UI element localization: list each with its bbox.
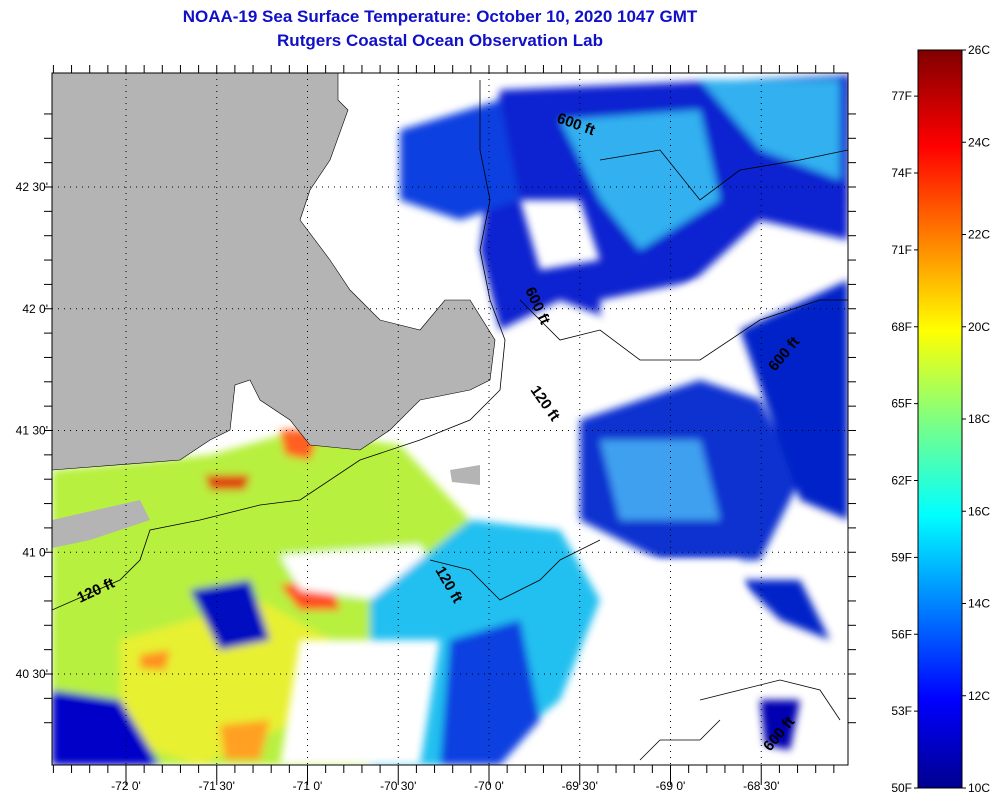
longitude-label: -68 30' [743,779,779,793]
longitude-label: -70 0' [474,779,504,793]
colorbar-f-label: 50F [891,781,912,795]
graticule [52,73,848,765]
latitude-label: 41 0' [22,545,48,559]
longitude-label: -70 30' [380,779,416,793]
colorbar-f-label: 71F [891,243,912,257]
map-title: NOAA-19 Sea Surface Temperature: October… [182,7,698,26]
colorbar-f-label: 59F [891,550,912,564]
colorbar-c-label: 10C [968,781,990,795]
longitude-label: -71 0' [293,779,323,793]
colorbar-f-label: 62F [891,474,912,488]
land-mass [52,73,496,471]
latitude-labels: 42 30' 42 0' 41 30' 41 0' 40 30' [16,180,48,681]
axis-ticks [44,65,856,785]
map-area: 600 ft 600 ft 120 ft 600 ft 120 ft 120 f… [52,73,848,765]
colorbar-c-label: 26C [968,43,990,57]
latitude-label: 40 30' [16,667,48,681]
colorbar-c-label: 16C [968,504,990,518]
colorbar-f-label: 56F [891,627,912,641]
colorbar-f-label: 77F [891,89,912,103]
colorbar-c-label: 20C [968,320,990,334]
colorbar-f-label: 68F [891,320,912,334]
colorbar-fahrenheit-labels: 77F 74F 71F 68F 65F 62F 59F 56F 53F 50F [891,89,918,795]
colorbar-c-label: 22C [968,228,990,242]
colorbar-f-label: 65F [891,397,912,411]
colorbar-c-label: 12C [968,689,990,703]
colorbar-f-label: 74F [891,166,912,180]
latitude-label: 42 30' [16,180,48,194]
longitude-labels: -72 0' -71 30' -71 0' -70 30' -70 0' -69 30' -… [111,779,779,793]
colorbar-f-label: 53F [891,704,912,718]
map-frame [51,72,849,766]
longitude-label: -69 0' [656,779,686,793]
colorbar-c-label: 14C [968,597,990,611]
longitude-label: -69 30' [562,779,598,793]
land-island [450,465,480,485]
colorbar-celsius-labels: 26C 24C 22C 20C 18C 16C 14C 12C 10C [962,43,990,795]
bathymetry-contours [52,80,848,761]
map-subtitle: Rutgers Coastal Ocean Observation Lab [277,31,603,50]
colorbar-c-label: 24C [968,135,990,149]
latitude-label: 42 0' [22,302,48,316]
longitude-label: -71 30' [199,779,235,793]
latitude-label: 41 30' [16,424,48,438]
sst-data-layer [52,75,848,765]
colorbar [917,49,963,789]
longitude-label: -72 0' [111,779,141,793]
colorbar-c-label: 18C [968,412,990,426]
